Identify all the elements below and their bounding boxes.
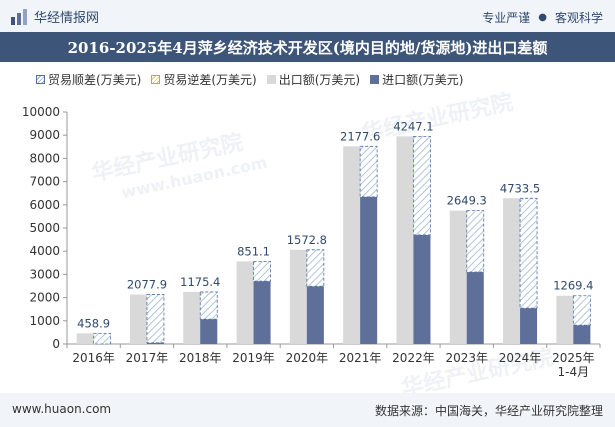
surplus-bar[interactable] (146, 294, 165, 344)
x-tick-label: 2016年 (72, 351, 115, 365)
surplus-bar[interactable] (466, 210, 485, 273)
chart-area: 0 1000 2000 3000 4000 5000 6000 7000 8000 9000 100… (22, 105, 601, 379)
import-bar[interactable] (520, 308, 538, 344)
legend-swatch-export (266, 75, 276, 84)
import-bar[interactable] (253, 281, 271, 344)
surplus-bar[interactable] (306, 249, 325, 287)
surplus-bar[interactable] (93, 332, 112, 345)
import-bar[interactable] (413, 234, 431, 344)
surplus-data-label: 1572.8 (287, 233, 327, 247)
x-tick-label: 2023年 (445, 351, 488, 365)
surplus-data-label: 4247.1 (393, 119, 433, 133)
surplus-bar[interactable] (359, 145, 378, 198)
y-tick-label: 7000 (29, 175, 60, 189)
surplus-data-label: 2077.9 (127, 278, 167, 292)
legend-item-surplus[interactable]: 贸易顺差(万美元) (36, 71, 141, 88)
y-tick-label: 2000 (29, 291, 60, 305)
legend-label-import: 进口额(万美元) (382, 73, 464, 87)
chart-legend: 贸易顺差(万美元) 贸易逆差(万美元) 出口额(万美元) 进口额(万美元) (36, 71, 464, 88)
y-tick-label: 8000 (29, 151, 60, 165)
y-tick-label: 0 (52, 337, 60, 351)
surplus-data-label: 1269.4 (553, 279, 593, 293)
import-bar[interactable] (200, 319, 218, 344)
x-tick-label: 2024年 (499, 351, 542, 365)
legend-item-export[interactable]: 出口额(万美元) (266, 71, 361, 88)
y-tick-label: 4000 (29, 244, 60, 258)
x-tick-label: 1-4月 (558, 365, 590, 379)
footer-source: 数据来源：中国海关，华经产业研究院整理 (374, 404, 603, 418)
legend-swatch-deficit (151, 75, 161, 84)
tagline-left: 专业严谨 (482, 11, 531, 25)
legend-item-import[interactable]: 进口额(万美元) (370, 71, 464, 88)
brand[interactable]: 华经情报网 (10, 7, 99, 26)
import-bar[interactable] (306, 286, 324, 344)
tagline: 专业严谨 ● 客观科学 (482, 9, 603, 26)
surplus-data-label: 2177.6 (340, 129, 380, 143)
legend-swatch-import (370, 75, 380, 84)
surplus-bar[interactable] (572, 295, 591, 326)
y-tick-label: 5000 (29, 221, 60, 235)
import-bar[interactable] (573, 325, 591, 344)
top-bar: 华经情报网 专业严谨 ● 客观科学 (0, 0, 615, 32)
x-tick-label: 2019年 (232, 351, 275, 365)
y-tick-label: 1000 (29, 314, 60, 328)
bullet-icon: ● (538, 12, 547, 23)
x-tick-label: 2022年 (392, 351, 435, 365)
y-tick-label: 3000 (29, 267, 60, 281)
legend-item-deficit[interactable]: 贸易逆差(万美元) (151, 71, 257, 88)
tagline-right: 客观科学 (554, 11, 603, 25)
x-tick-label: 2020年 (286, 351, 329, 365)
legend-label-deficit: 贸易逆差(万美元) (163, 73, 257, 87)
import-bar[interactable] (146, 342, 164, 344)
surplus-bar[interactable] (519, 197, 538, 309)
surplus-data-label: 851.1 (237, 244, 270, 258)
surplus-bar[interactable] (413, 135, 431, 236)
brand-name: 华经情报网 (34, 11, 100, 26)
x-tick-label: 2018年 (179, 351, 222, 365)
surplus-data-label: 4733.5 (500, 181, 540, 195)
footer-website-link[interactable]: www.huaon.com (12, 402, 112, 416)
surplus-bar[interactable] (199, 291, 218, 320)
x-tick-label: 2017年 (126, 351, 169, 365)
surplus-data-label: 458.9 (77, 316, 110, 330)
y-tick-label: 10000 (22, 105, 60, 119)
chart-title: 2016-2025年4月萍乡经济技术开发区(境内目的地/货源地)进出口差额 (67, 39, 548, 57)
legend-swatch-surplus (36, 75, 45, 84)
footer: www.huaon.com 数据来源：中国海关，华经产业研究院整理 (0, 393, 615, 427)
x-tick-label: 2025年 (552, 351, 595, 365)
surplus-data-label: 2649.3 (447, 194, 487, 208)
legend-label-export: 出口额(万美元) (278, 73, 361, 87)
y-tick-label: 6000 (29, 198, 60, 212)
title-bar: 2016-2025年4月萍乡经济技术开发区(境内目的地/货源地)进出口差额 (0, 32, 615, 62)
legend-label-surplus: 贸易顺差(万美元) (48, 73, 142, 87)
x-tick-label: 2021年 (339, 351, 382, 365)
import-bar[interactable] (466, 272, 484, 344)
y-tick-label: 9000 (29, 128, 60, 142)
surplus-bar[interactable] (253, 261, 271, 282)
import-bar[interactable] (360, 196, 378, 344)
brand-logo-icon (11, 8, 27, 25)
surplus-data-label: 1175.4 (180, 275, 220, 289)
